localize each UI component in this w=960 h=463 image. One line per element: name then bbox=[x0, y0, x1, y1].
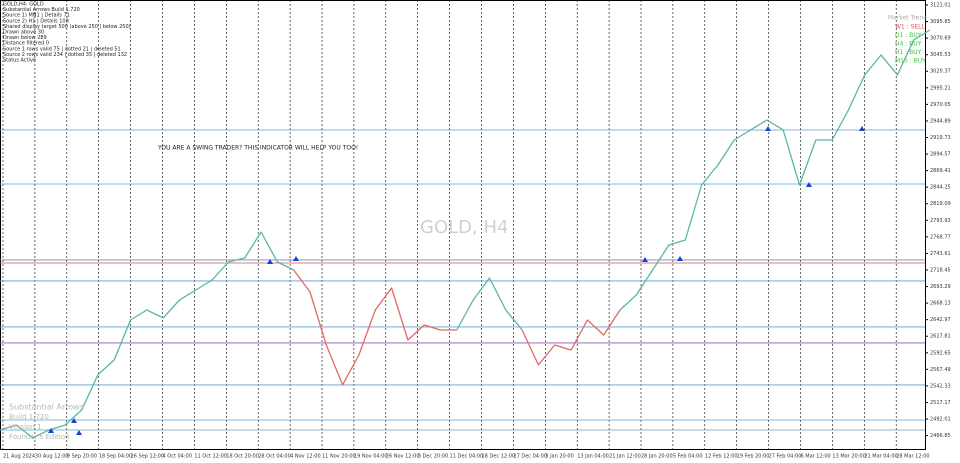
time-label: 21 Mar 04:00 bbox=[864, 454, 897, 460]
price-label: 2768.77 bbox=[930, 234, 951, 240]
time-label: 27 Dec 04:00 bbox=[513, 454, 547, 460]
trend-row: M15 : BUY bbox=[895, 58, 926, 65]
price-line bbox=[293, 269, 457, 386]
time-label: 19 Feb 20:00 bbox=[737, 454, 770, 460]
info-line: Drawn below 289 bbox=[3, 35, 47, 41]
banner: YOU ARE A SWING TRADER? THIS INDICATOR W… bbox=[157, 145, 358, 152]
time-label: 12 Feb 12:00 bbox=[705, 454, 738, 460]
info-line: Source 1 rows valid 75 | dotted 21 | del… bbox=[3, 46, 121, 52]
price-line bbox=[521, 309, 621, 366]
price-label: 3020.37 bbox=[930, 69, 951, 75]
info-line: Source 2) H1 | Details 109 bbox=[3, 18, 69, 24]
info-line: Source 2 rows valid 234 | dotted 35 | de… bbox=[3, 52, 127, 58]
price-label: 2693.29 bbox=[930, 284, 951, 290]
price-label: 2567.49 bbox=[930, 367, 951, 373]
price-label: 3121.01 bbox=[930, 3, 951, 9]
price-label: 2617.81 bbox=[930, 334, 951, 340]
time-label: 3 Jan 20:00 bbox=[545, 454, 573, 460]
time-label: 28 Mar 12:00 bbox=[896, 454, 929, 460]
time-label: 6 Mar 12:00 bbox=[801, 454, 831, 460]
price-label: 2718.45 bbox=[930, 267, 951, 273]
watermark: GOLD, H4 bbox=[420, 217, 508, 238]
price-label: 2542.33 bbox=[930, 383, 951, 389]
time-label: 28 Jan 20:00 bbox=[641, 454, 673, 460]
product-line: Founder's Edition bbox=[9, 433, 70, 441]
time-label: 13 Mar 20:00 bbox=[832, 454, 865, 460]
plot-frame bbox=[0, 0, 926, 450]
price-line bbox=[456, 277, 523, 331]
info-line: Distance filtered 0 bbox=[3, 41, 49, 47]
time-label: 11 Dec 04:00 bbox=[450, 454, 484, 460]
trend-row: H1 : BUY bbox=[895, 49, 922, 56]
info-line: Status Active bbox=[3, 58, 36, 64]
price-label: 2642.97 bbox=[930, 317, 951, 323]
price-line bbox=[619, 29, 931, 311]
price-label: 3045.53 bbox=[930, 52, 951, 58]
price-label: 2944.89 bbox=[930, 118, 951, 124]
price-label: 2894.57 bbox=[930, 152, 951, 158]
time-label: 26 Nov 12:00 bbox=[386, 454, 420, 460]
time-label: 21 Aug 2024 bbox=[3, 454, 35, 460]
price-label: 2995.21 bbox=[930, 85, 951, 91]
buy-arrow bbox=[806, 182, 812, 187]
trend-row: W1 : SELL bbox=[895, 24, 926, 31]
time-label: 21 Jan 12:00 bbox=[609, 454, 641, 460]
price-label: 3095.85 bbox=[930, 19, 951, 25]
time-label: 13 Jan 04:00 bbox=[577, 454, 609, 460]
arrows bbox=[48, 126, 865, 435]
time-label: 30 Aug 12:00 bbox=[35, 454, 69, 460]
price-label: 2819.09 bbox=[930, 201, 951, 207]
time-label: 4 Nov 12:00 bbox=[290, 454, 321, 460]
price-label: 2869.41 bbox=[930, 168, 951, 174]
time-label: 18 Dec 12:00 bbox=[482, 454, 516, 460]
price-label: 2668.13 bbox=[930, 301, 951, 307]
time-label: 4 Oct 04:00 bbox=[163, 454, 192, 460]
trend-row: H4 : BUY bbox=[895, 41, 922, 48]
time-label: 9 Sep 20:00 bbox=[67, 454, 97, 460]
info-line: Drawn above 30 bbox=[3, 30, 44, 36]
price-label: 2492.01 bbox=[930, 417, 951, 423]
price-label: 2793.93 bbox=[930, 218, 951, 224]
time-label: 18 Sep 04:00 bbox=[99, 454, 132, 460]
info-line: Source 1) MN1 | Details 71 bbox=[3, 13, 70, 19]
info-line: Substantial Arrows Build 1.720 bbox=[3, 7, 80, 13]
price-label: 3070.69 bbox=[930, 36, 951, 42]
price-label: 2517.17 bbox=[930, 400, 951, 406]
time-label: 27 Feb 04:00 bbox=[769, 454, 802, 460]
info-line: Shared display target 500 (above 250 | b… bbox=[3, 24, 131, 30]
time-label: 3 Dec 20:00 bbox=[418, 454, 448, 460]
price-label: 2844.25 bbox=[930, 185, 951, 191]
time-label: 18 Oct 20:00 bbox=[226, 454, 259, 460]
price-label: 2743.61 bbox=[930, 251, 951, 257]
price-label: 2592.65 bbox=[930, 350, 951, 356]
price-label: 2919.73 bbox=[930, 135, 951, 141]
time-label: 11 Nov 20:00 bbox=[322, 454, 356, 460]
time-label: 5 Feb 04:00 bbox=[673, 454, 703, 460]
price-label: 2970.05 bbox=[930, 102, 951, 108]
price-line bbox=[0, 231, 294, 439]
trend-row: D1 : BUY bbox=[895, 32, 922, 39]
time-label: 28 Oct 04:00 bbox=[258, 454, 291, 460]
price-label: 2466.85 bbox=[930, 433, 951, 439]
trend-title: Market Trend bbox=[888, 15, 927, 22]
time-label: 11 Oct 12:00 bbox=[194, 454, 227, 460]
product-line: Substantial Arrows bbox=[9, 403, 84, 412]
time-label: 19 Nov 04:00 bbox=[354, 454, 388, 460]
product-line: Build 1.720 bbox=[9, 413, 49, 421]
product-line: Version 1 bbox=[9, 423, 41, 431]
info-line: GOLD,H4: GOLD bbox=[3, 2, 44, 8]
time-label: 26 Sep 12:00 bbox=[131, 454, 164, 460]
